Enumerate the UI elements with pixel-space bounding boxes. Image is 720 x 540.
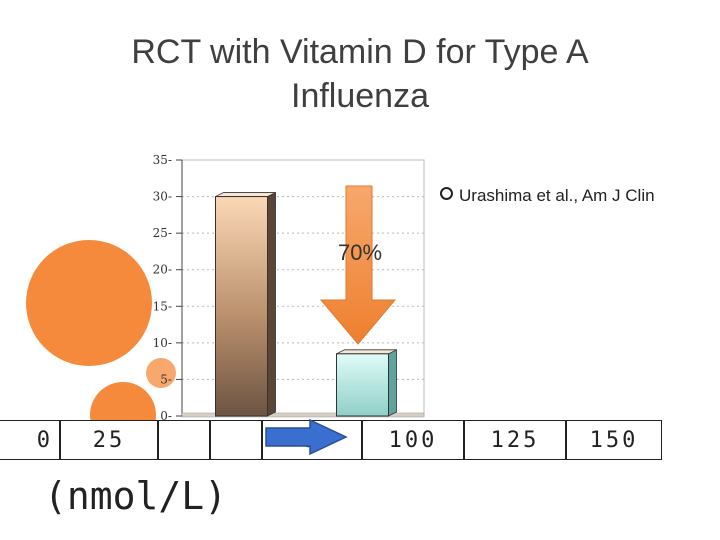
scale-cell: 125 <box>464 420 566 460</box>
y-tick-label: 35- <box>153 153 172 167</box>
scale-cell: 25 <box>60 420 158 460</box>
y-tick-label: 20- <box>153 263 172 277</box>
y-tick-label: 0- <box>160 409 172 423</box>
chart-floor <box>181 412 425 418</box>
scale-cell: 5 <box>262 420 362 460</box>
reduction-percent-label: 70% <box>338 240 383 265</box>
scale-cell <box>158 420 210 460</box>
legend-circle-icon <box>440 187 453 200</box>
decorative-dot <box>138 408 148 418</box>
y-tick-label: 15- <box>153 299 172 313</box>
decorative-circle-small <box>146 358 176 388</box>
y-tick-label: 10- <box>153 336 172 350</box>
scale-cell: 100 <box>362 420 464 460</box>
vitamin-d-scale-bar: 0 25 5 100 125 150 <box>0 420 720 460</box>
scale-cell: 0 <box>0 420 60 460</box>
title-line-2: Influenza <box>291 77 429 115</box>
bar <box>215 196 268 417</box>
slide-title: RCT with Vitamin D for Type A Influenza <box>60 30 660 118</box>
bar <box>336 353 389 417</box>
unit-label: (nmol/L) <box>44 474 228 518</box>
bar-side <box>267 191 276 417</box>
y-tick-label: 5- <box>160 372 172 386</box>
down-arrow-icon <box>319 185 397 345</box>
y-tick-label: 30- <box>153 190 172 204</box>
bar-top <box>336 349 397 355</box>
chart-legend: Urashima et al., Am J Clin <box>440 186 655 206</box>
y-tick-label: 25- <box>153 226 172 240</box>
bar-top <box>215 192 276 197</box>
legend-label: Urashima et al., Am J Clin <box>459 186 655 205</box>
bar-side <box>388 349 397 417</box>
scale-cell <box>210 420 262 460</box>
title-line-1: RCT with Vitamin D for Type A <box>131 33 589 71</box>
decorative-circle-large <box>26 240 152 366</box>
scale-cell: 150 <box>566 420 662 460</box>
